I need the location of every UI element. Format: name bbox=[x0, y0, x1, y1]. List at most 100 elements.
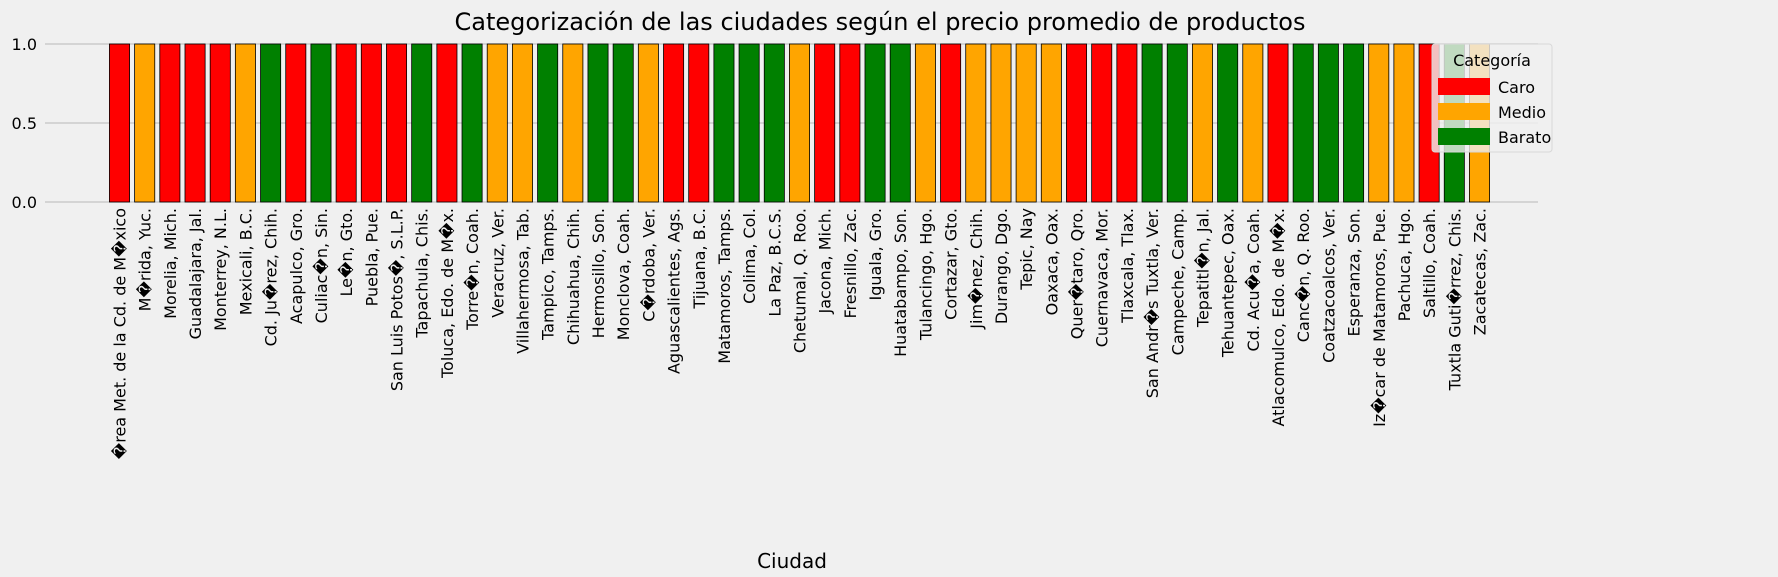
bar bbox=[965, 43, 987, 203]
x-tick-label: Villahermosa, Tab. bbox=[513, 208, 532, 354]
legend: Categoría Caro Medio Barato bbox=[1431, 43, 1553, 153]
x-tick-label: Mexicali, B.C. bbox=[236, 208, 255, 315]
bar bbox=[839, 43, 861, 203]
x-tick-label: Pachuca, Hgo. bbox=[1395, 208, 1414, 321]
x-tick-label: Tlaxcala, Tlax. bbox=[1118, 208, 1137, 324]
bar bbox=[663, 43, 685, 203]
bar bbox=[1343, 43, 1365, 203]
bar bbox=[285, 43, 307, 203]
x-tick-label: Morelia, Mich. bbox=[161, 208, 180, 319]
x-tick-label: Esperanza, Son. bbox=[1345, 208, 1364, 337]
x-tick-label: Cd. Acu�a, Coah. bbox=[1244, 208, 1263, 351]
legend-label: Barato bbox=[1498, 128, 1551, 147]
bar bbox=[688, 43, 710, 203]
bar bbox=[1116, 43, 1138, 203]
bar bbox=[260, 43, 282, 203]
x-tick-label: Tapachula, Chis. bbox=[413, 208, 432, 339]
bar bbox=[738, 43, 760, 203]
bar bbox=[386, 43, 408, 203]
x-tick-label: Chetumal, Q. Roo. bbox=[791, 208, 810, 353]
bar bbox=[990, 43, 1012, 203]
x-tick-label: Acapulco, Gro. bbox=[287, 208, 306, 324]
legend-label: Caro bbox=[1498, 78, 1535, 97]
bar bbox=[889, 43, 911, 203]
bar bbox=[1368, 43, 1390, 203]
x-tick-label: Hermosillo, Son. bbox=[589, 208, 608, 338]
bar bbox=[537, 43, 559, 203]
x-tick-label: Iz�car de Matamoros, Pue. bbox=[1370, 208, 1389, 427]
x-tick-label: Tepic, Nay bbox=[1017, 208, 1036, 291]
x-tick-label: Culiac�n, Sin. bbox=[312, 208, 331, 323]
x-tick-label: Zacatecas, Zac. bbox=[1471, 208, 1490, 335]
x-tick-label: Tijuana, B.C. bbox=[690, 208, 709, 310]
x-tick-label: Jim�nez, Chih. bbox=[967, 208, 986, 330]
bar bbox=[1292, 43, 1314, 203]
bar bbox=[713, 43, 735, 203]
bar bbox=[335, 43, 357, 203]
bar bbox=[1267, 43, 1289, 203]
bar bbox=[1040, 43, 1062, 203]
x-tick-label: Jacona, Mich. bbox=[816, 208, 835, 315]
bar bbox=[1066, 43, 1088, 203]
y-axis-ticks: 0.0 0.5 1.0 bbox=[12, 35, 37, 212]
x-tick-label: Huatabampo, Son. bbox=[891, 208, 910, 357]
x-tick-label: Atlacomulco, Edo. de M�x. bbox=[1269, 208, 1288, 427]
x-tick-label: La Paz, B.C.S. bbox=[765, 208, 784, 317]
bar bbox=[1317, 43, 1339, 203]
x-tick-label: Coatzacoalcos, Ver. bbox=[1319, 208, 1338, 363]
bars-group bbox=[109, 43, 1490, 203]
x-tick-label: Aguascalientes, Ags. bbox=[665, 208, 684, 374]
x-tick-label: Torre�n, Coah. bbox=[463, 208, 482, 331]
bar bbox=[1166, 43, 1188, 203]
legend-title: Categoría bbox=[1453, 51, 1531, 70]
x-tick-label: Matamoros, Tamps. bbox=[715, 208, 734, 364]
bar bbox=[511, 43, 533, 203]
bar bbox=[209, 43, 231, 203]
bar bbox=[184, 43, 206, 203]
legend-entries: Caro Medio Barato bbox=[1438, 78, 1551, 147]
x-tick-label: Canc�n, Q. Roo. bbox=[1294, 208, 1313, 342]
bar bbox=[814, 43, 836, 203]
x-tick-label: Campeche, Camp. bbox=[1168, 208, 1187, 355]
x-tick-label: Saltillo, Coah. bbox=[1420, 208, 1439, 318]
bar bbox=[159, 43, 181, 203]
x-axis-title: Ciudad bbox=[757, 549, 827, 573]
bar bbox=[109, 43, 130, 203]
bar bbox=[587, 43, 609, 203]
x-tick-label: Tehuantepec, Oax. bbox=[1219, 208, 1238, 358]
bar bbox=[1015, 43, 1037, 203]
x-tick-label: Quer�taro, Qro. bbox=[1068, 208, 1087, 339]
x-tick-label: Monterrey, N.L. bbox=[211, 208, 230, 331]
bar bbox=[134, 43, 156, 203]
bar bbox=[612, 43, 634, 203]
x-tick-label: Guadalajara, Jal. bbox=[186, 208, 205, 339]
x-tick-label: Puebla, Pue. bbox=[362, 208, 381, 306]
x-tick-label: Tampico, Tamps. bbox=[539, 208, 558, 341]
y-tick-label: 0.5 bbox=[12, 114, 37, 133]
x-tick-label: Oaxaca, Oax. bbox=[1042, 208, 1061, 315]
x-tick-label: Chihuahua, Chih. bbox=[564, 208, 583, 345]
legend-swatch bbox=[1438, 128, 1490, 145]
x-axis-ticks: �rea Met. de la Cd. de M�xico M�rida, Yuc… bbox=[111, 208, 1490, 459]
legend-swatch bbox=[1438, 103, 1490, 120]
bar bbox=[411, 43, 433, 203]
bar bbox=[1191, 43, 1213, 203]
bar bbox=[1217, 43, 1239, 203]
x-tick-label: Monclova, Coah. bbox=[614, 208, 633, 340]
bar bbox=[1091, 43, 1113, 203]
bar bbox=[940, 43, 962, 203]
x-tick-label: San Andr�s Tuxtla, Ver. bbox=[1143, 208, 1162, 398]
y-tick-label: 0.0 bbox=[12, 193, 37, 212]
x-tick-label: Veracruz, Ver. bbox=[488, 208, 507, 318]
x-tick-label: Toluca, Edo. de M�x. bbox=[438, 208, 457, 379]
x-tick-label: Cd. Ju�rez, Chih. bbox=[262, 208, 281, 346]
bar bbox=[789, 43, 810, 203]
x-tick-label: M�rida, Yuc. bbox=[136, 208, 155, 311]
bar bbox=[310, 43, 332, 203]
legend-box bbox=[1431, 43, 1553, 153]
bar bbox=[637, 43, 659, 203]
bar bbox=[1141, 43, 1163, 203]
y-tick-label: 1.0 bbox=[12, 35, 37, 54]
x-tick-label: Fresnillo, Zac. bbox=[841, 208, 860, 319]
